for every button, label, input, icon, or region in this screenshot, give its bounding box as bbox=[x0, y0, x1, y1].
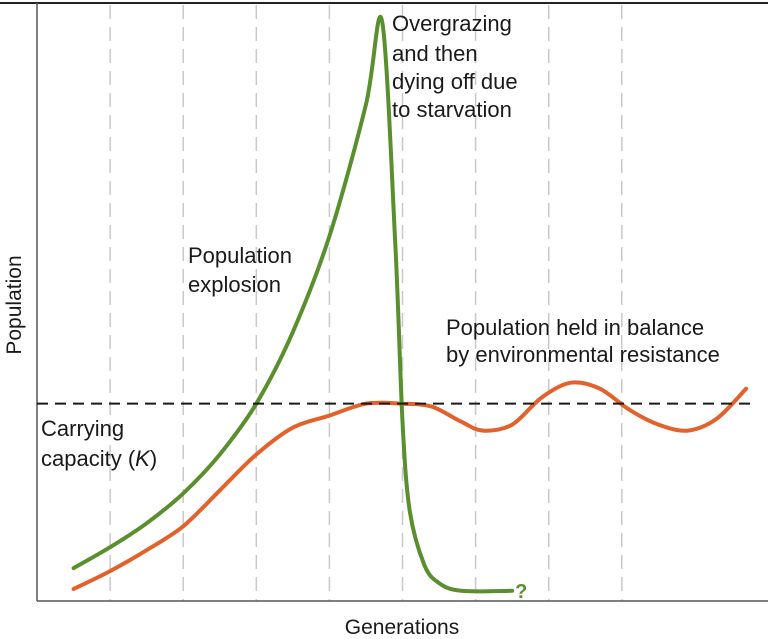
balance-annotation: Population held in balance by environmen… bbox=[446, 315, 720, 367]
series-layer bbox=[71, 15, 749, 594]
balance-line-1: Population held in balance bbox=[446, 315, 704, 340]
overgrazing-line-4: to starvation bbox=[392, 97, 512, 122]
explosion-line-1: Population bbox=[188, 243, 292, 268]
carrying-line-1: Carrying bbox=[41, 416, 124, 441]
explosion-annotation: Population explosion bbox=[188, 243, 298, 297]
carrying-line-2-suffix: ) bbox=[150, 446, 157, 471]
y-axis-title: Population bbox=[3, 255, 26, 354]
carrying-line-2-prefix: capacity ( bbox=[41, 446, 136, 471]
x-axis-title: Generations bbox=[345, 616, 459, 639]
orange-population-line bbox=[71, 380, 749, 591]
explosion-line-2: explosion bbox=[188, 272, 281, 297]
overgrazing-line-1: Overgrazing bbox=[392, 11, 512, 36]
balance-line-2: by environmental resistance bbox=[446, 342, 720, 367]
vertical-grid bbox=[109, 5, 623, 601]
overgrazing-annotation: Overgrazing and then dying off due to st… bbox=[392, 11, 524, 122]
question-mark: ? bbox=[515, 581, 527, 603]
green-population-line bbox=[71, 15, 515, 594]
overgrazing-line-2: and then bbox=[392, 41, 478, 66]
carrying-k-symbol: K bbox=[135, 446, 151, 471]
carrying-capacity-label: Carrying capacity (K) bbox=[41, 416, 157, 471]
overgrazing-line-3: dying off due bbox=[392, 69, 518, 94]
